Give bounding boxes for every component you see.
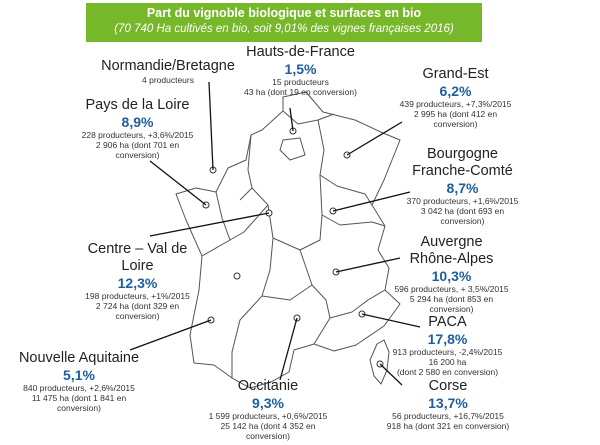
border-hdf — [282, 110, 335, 125]
region-percent: 13,7% — [428, 395, 468, 411]
leader-ara — [335, 257, 401, 273]
region-detail: conversion) — [115, 311, 160, 321]
region-percent: 17,8% — [427, 331, 468, 347]
region-detail: conversion) — [246, 431, 290, 441]
leader-normandie — [208, 81, 214, 171]
label-bourgogne-franche-comte: Bourgogne Franche-Comté 8,7% 370 product… — [395, 146, 530, 226]
region-name: Hauts-de-France — [246, 44, 355, 60]
region-detail: conversion) — [115, 150, 160, 160]
leader-hdf — [289, 107, 294, 132]
border-na-east — [231, 237, 274, 378]
banner-subtitle: (70 740 Ha cultivés en bio, soit 9,01% d… — [114, 23, 454, 35]
region-detail: 25 142 ha (dont 4 352 en — [220, 421, 316, 431]
corse-outline — [369, 339, 390, 385]
region-name-2: Rhône-Alpes — [409, 251, 494, 267]
region-name: Normandie/Bretagne — [101, 58, 235, 74]
region-detail: 918 ha (dont 321 en conversion) — [386, 421, 510, 431]
region-name: Bourgogne — [427, 146, 498, 162]
leader-occ — [279, 317, 298, 381]
label-centre-val-de-loire: Centre – Val de Loire 12,3% 198 producte… — [70, 241, 205, 321]
leader-pdl — [149, 160, 207, 206]
border-occ — [261, 284, 331, 345]
leader-corse — [379, 363, 403, 386]
region-name: Nouvelle Aquitaine — [18, 350, 140, 366]
region-name: Occitanie — [237, 378, 299, 394]
region-detail: conversion) — [440, 216, 485, 226]
marker-na — [233, 272, 241, 280]
region-percent: 12,3% — [117, 275, 158, 291]
region-percent: 8,9% — [121, 114, 154, 130]
border-ara-south — [299, 249, 313, 286]
region-name-2: Loire — [121, 258, 154, 274]
region-detail: (dont 2 580 en conversion) — [396, 367, 499, 377]
leader-na — [129, 319, 212, 351]
region-name: Pays de la Loire — [85, 97, 190, 113]
leader-cvl — [149, 212, 270, 237]
border-na-north — [201, 239, 231, 257]
label-nouvelle-aquitaine: Nouvelle Aquitaine 5,1% 840 producteurs,… — [4, 350, 154, 413]
border-centre — [251, 174, 323, 251]
label-pays-de-la-loire: Pays de la Loire 8,9% 228 producteurs, +… — [70, 97, 205, 160]
region-detail: 2 995 ha (dont 412 en — [413, 109, 498, 119]
label-corse: Corse 13,7% 56 producteurs, +16,7%/2015 … — [383, 378, 513, 431]
label-normandie-bretagne: Normandie/Bretagne 4 producteurs — [88, 58, 248, 85]
region-percent: 9,3% — [252, 395, 284, 411]
region-detail: 15 producteurs — [272, 77, 329, 87]
region-name: Auvergne — [420, 234, 483, 250]
region-percent: 1,5% — [284, 61, 317, 77]
region-detail: 2 724 ha (dont 329 en — [95, 301, 180, 311]
label-hauts-de-france: Hauts-de-France 1,5% 15 producteurs 43 h… — [243, 44, 358, 97]
region-percent: 5,1% — [63, 367, 95, 383]
border-pdl — [215, 191, 269, 241]
region-detail: 596 producteurs, + 3,5%/2015 — [394, 284, 509, 294]
title-banner: Part du vignoble biologique et surfaces … — [86, 3, 482, 42]
border-grandest — [317, 119, 373, 206]
border-ara — [321, 214, 386, 227]
leader-bfc — [332, 191, 411, 212]
region-percent: 10,3% — [431, 268, 472, 284]
region-detail: 56 producteurs, +16,7%/2015 — [392, 411, 504, 421]
leader-grandest — [346, 121, 403, 156]
region-detail: conversion) — [433, 119, 478, 129]
region-detail: conversion) — [429, 304, 474, 314]
region-percent: 8,7% — [446, 180, 479, 196]
label-grand-est: Grand-Est 6,2% 439 producteurs, +7,3%/20… — [393, 66, 518, 129]
region-detail: 913 producteurs, -2,4%/2015 — [392, 347, 503, 357]
region-name-2: Franche-Comté — [412, 163, 513, 179]
region-detail: 11 475 ha (dont 1 841 en — [31, 393, 127, 403]
region-detail: 370 producteurs, +1,6%/2015 — [406, 196, 519, 206]
region-detail: 1 599 producteurs, +0,6%/2015 — [208, 411, 328, 421]
label-paca: PACA 17,8% 913 producteurs, -2,4%/2015 1… — [385, 314, 510, 377]
border-idf — [279, 137, 306, 161]
label-auvergne-rhone-alpes: Auvergne Rhône-Alpes 10,3% 596 producteu… — [384, 234, 519, 314]
region-detail: 840 producteurs, +2,6%/2015 — [23, 383, 135, 393]
leader-paca — [361, 313, 421, 328]
region-name: Corse — [428, 378, 468, 394]
region-detail: 439 producteurs, +7,3%/2015 — [399, 99, 512, 109]
region-detail: 43 ha (dont 19 en conversion) — [244, 87, 357, 97]
france-outline — [175, 91, 401, 389]
banner-title: Part du vignoble biologique et surfaces … — [146, 6, 422, 20]
region-detail: 2 906 ha (dont 701 en — [95, 140, 180, 150]
region-name: Centre – Val de — [87, 241, 188, 257]
region-detail: 16 200 ha — [428, 357, 467, 367]
region-detail: 198 producteurs, +1%/2015 — [85, 291, 190, 301]
region-detail: 3 042 ha (dont 693 en — [420, 206, 505, 216]
region-detail: 5 294 ha (dont 853 en — [409, 294, 494, 304]
region-detail: 228 producteurs, +3,6%/2015 — [81, 130, 194, 140]
region-name: Grand-Est — [422, 66, 489, 82]
region-detail: conversion) — [57, 403, 101, 413]
border-paca — [329, 289, 386, 319]
label-occitanie: Occitanie 9,3% 1 599 producteurs, +0,6%/… — [203, 378, 333, 441]
region-detail: 4 producteurs — [142, 75, 194, 85]
region-name: PACA — [428, 314, 467, 330]
border-normandie — [239, 134, 253, 201]
region-percent: 6,2% — [439, 83, 472, 99]
